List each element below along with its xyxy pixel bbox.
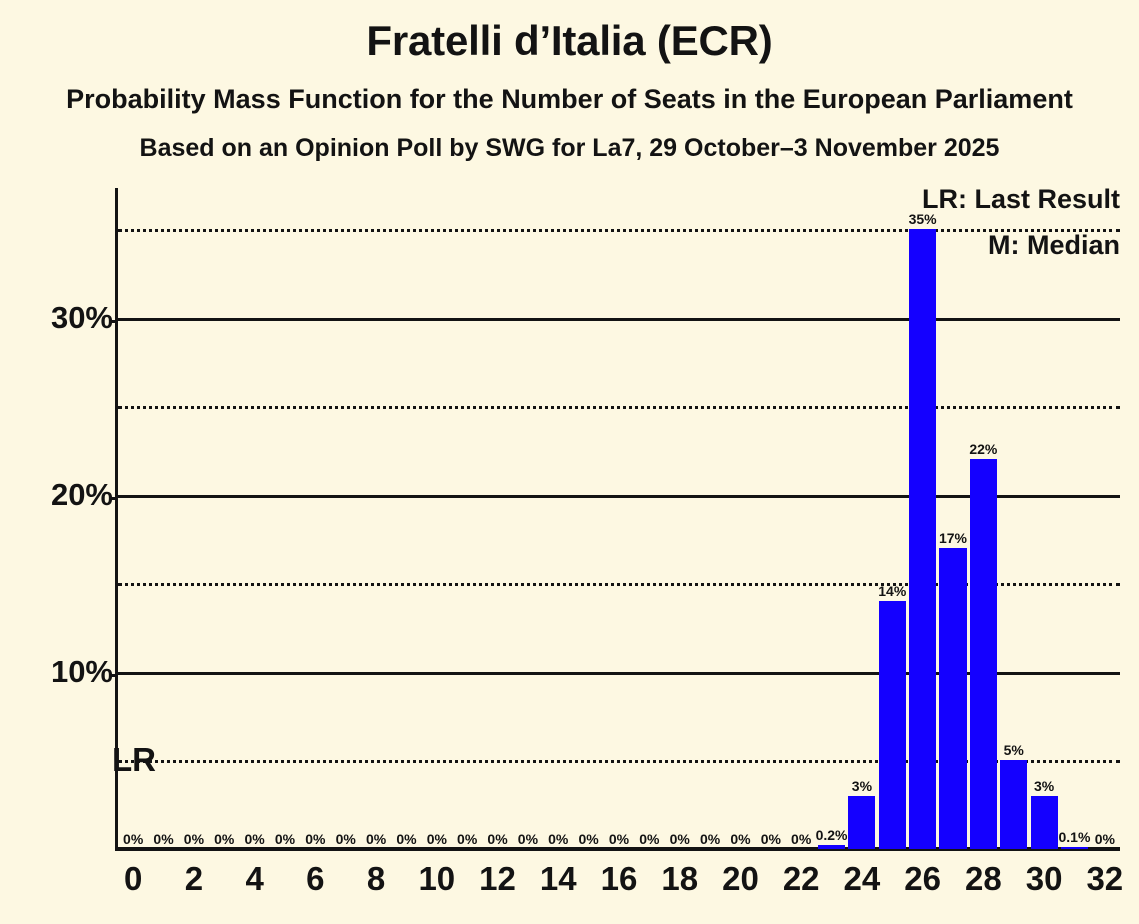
x-axis-label-26: 26 <box>904 860 941 897</box>
x-axis-label-12: 12 <box>479 860 516 897</box>
y-tick-10 <box>110 673 118 677</box>
gridline-10pct <box>110 671 1120 677</box>
bar-value-seat-9: 0% <box>396 831 417 847</box>
bar-seat-27 <box>939 547 967 849</box>
bar-seat-26 <box>909 228 937 849</box>
bar-value-seat-14: 0% <box>548 831 569 847</box>
bar-seat-28 <box>969 459 997 849</box>
x-axis-label-24: 24 <box>843 860 881 897</box>
bar-value-seat-3: 0% <box>214 831 235 847</box>
chart-title: Fratelli d’Italia (ECR) <box>366 17 773 64</box>
bar-value-seat-27: 17% <box>938 529 968 546</box>
bar-seat-24 <box>848 795 876 849</box>
bar-value-seat-15: 0% <box>578 831 599 847</box>
bar-value-seat-13: 0% <box>517 831 539 847</box>
bar-value-seat-16: 0% <box>608 831 630 847</box>
bar-value-seat-5: 0% <box>274 831 296 847</box>
y-axis <box>115 188 118 851</box>
plot-area <box>110 190 1120 849</box>
y-axis-label-10%: 10% <box>50 653 113 689</box>
bar-value-seat-29: 5% <box>1003 742 1024 759</box>
legend-last-result: LR: Last Result <box>921 184 1120 214</box>
bar-value-seat-22: 0% <box>791 831 812 847</box>
bar-value-seat-2: 0% <box>183 831 205 847</box>
y-tick-20 <box>110 496 118 500</box>
gridline-25pct <box>118 406 1120 410</box>
bar-value-seat-1: 0% <box>153 831 174 847</box>
bar-value-seat-7: 0% <box>335 831 356 847</box>
bar-value-seat-26: 35% <box>908 210 937 227</box>
x-axis-label-4: 4 <box>245 860 264 897</box>
bar-value-seat-0: 0% <box>123 831 144 847</box>
x-axis-label-2: 2 <box>184 860 204 897</box>
bar-value-seat-4: 0% <box>244 831 265 847</box>
bar-value-seat-11: 0% <box>457 831 478 847</box>
bar-value-seat-28: 22% <box>969 441 998 458</box>
bar-value-seat-19: 0% <box>699 831 721 847</box>
bar-value-seat-23: 0.2% <box>815 827 848 844</box>
gridline-35pct <box>118 228 1120 232</box>
bar-value-seat-8: 0% <box>365 831 387 847</box>
x-axis-label-30: 30 <box>1025 860 1063 897</box>
y-axis-label-20%: 20% <box>50 476 113 512</box>
bar-value-seat-30: 3% <box>1033 777 1055 794</box>
legend-median: M: Median <box>988 230 1120 260</box>
bar-value-seat-12: 0% <box>487 831 508 847</box>
x-axis-label-32: 32 <box>1086 860 1124 897</box>
x-axis-label-22: 22 <box>782 860 820 897</box>
bar-value-seat-20: 0% <box>730 831 751 847</box>
y-axis-label-30%: 30% <box>50 299 113 335</box>
chart-subtitle: Probability Mass Function for the Number… <box>66 84 1073 114</box>
gridline-20pct <box>110 494 1120 500</box>
x-axis <box>115 847 1120 851</box>
last-result-marker: LR <box>112 741 156 779</box>
bar-value-seat-32: 0% <box>1094 831 1115 847</box>
bar-seat-25 <box>878 601 906 849</box>
x-axis-label-16: 16 <box>600 860 638 897</box>
bar-value-seat-17: 0% <box>639 831 660 847</box>
bar-value-seat-6: 0% <box>305 831 326 847</box>
gridline-5pct <box>118 760 1120 764</box>
x-axis-label-28: 28 <box>965 860 1002 897</box>
bar-value-seat-10: 0% <box>426 831 447 847</box>
x-axis-label-18: 18 <box>661 860 699 897</box>
x-axis-label-10: 10 <box>418 860 456 897</box>
gridline-15pct <box>118 583 1120 587</box>
bar-seat-23 <box>817 845 846 849</box>
bar-value-seat-25: 14% <box>878 582 907 599</box>
x-axis-label-8: 8 <box>366 860 386 897</box>
bar-value-seat-21: 0% <box>760 831 781 847</box>
bar-value-seat-24: 3% <box>851 777 873 794</box>
bar-value-seat-18: 0% <box>669 831 690 847</box>
bar-seat-30 <box>1030 795 1058 849</box>
chart-source-subtitle: Based on an Opinion Poll by SWG for La7,… <box>139 134 1000 162</box>
bar-seat-31 <box>1060 847 1089 849</box>
x-axis-label-14: 14 <box>539 860 577 897</box>
x-axis-label-0: 0 <box>123 860 143 897</box>
x-axis-label-20: 20 <box>722 860 759 897</box>
x-axis-label-6: 6 <box>306 860 325 897</box>
y-tick-30 <box>110 319 118 323</box>
gridline-30pct <box>110 317 1120 323</box>
bar-seat-29 <box>1000 760 1028 849</box>
bar-value-seat-31: 0.1% <box>1058 829 1091 846</box>
